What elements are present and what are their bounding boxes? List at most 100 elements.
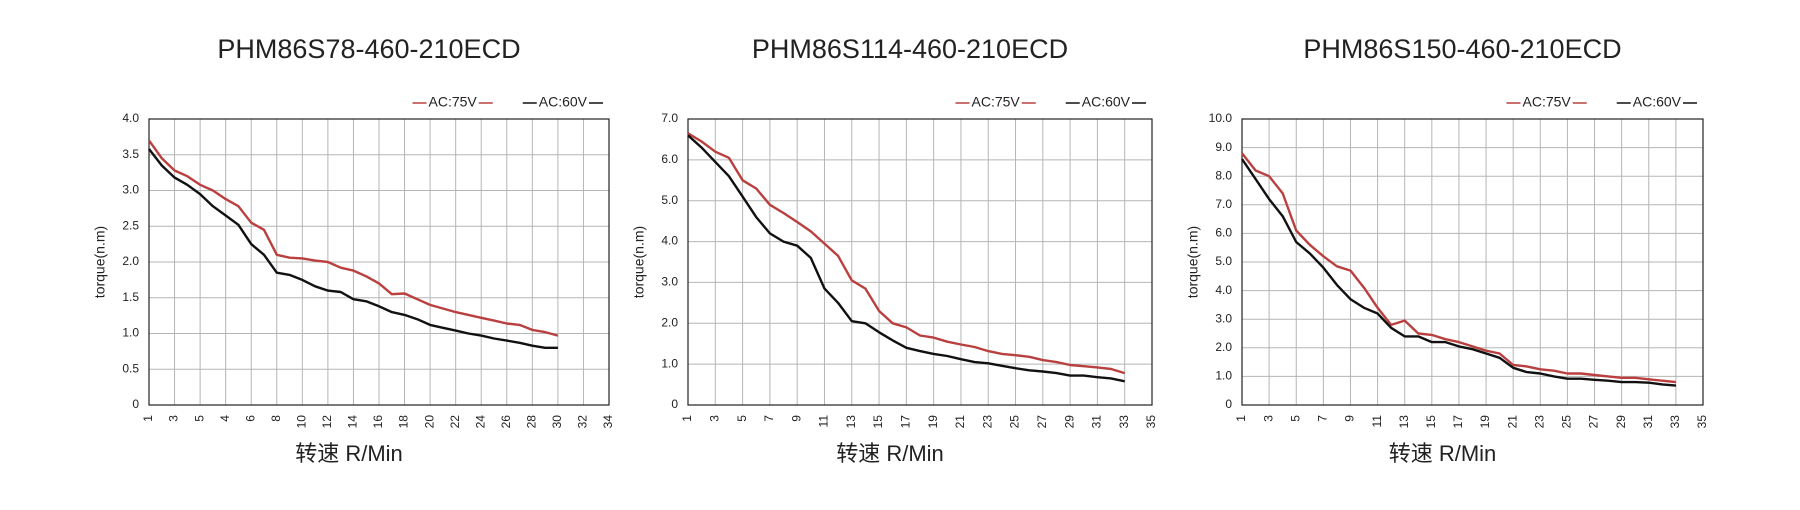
y-tick-label: 0 <box>132 397 139 411</box>
x-tick-label: 4 <box>218 415 232 422</box>
x-tick-label: 14 <box>346 415 360 429</box>
y-tick-label: 1.5 <box>122 290 139 304</box>
x-axis-label: 转速 R/Min <box>295 441 403 466</box>
x-tick-label: 9 <box>1343 415 1357 422</box>
x-tick-label: 17 <box>899 415 913 429</box>
x-tick-label: 29 <box>1614 415 1628 429</box>
x-tick-label: 5 <box>735 415 749 422</box>
y-tick-label: 2.5 <box>122 218 139 232</box>
x-tick-label: 16 <box>371 415 385 429</box>
x-tick-label: 25 <box>1008 415 1022 429</box>
x-tick-label: 7 <box>762 415 776 422</box>
x-tick-label: 12 <box>320 415 334 429</box>
x-tick-label: 19 <box>926 415 940 429</box>
x-tick-label: 35 <box>1144 415 1158 429</box>
chart-title: PHM86S78-460-210ECD <box>217 34 520 64</box>
x-axis-label: 转速 R/Min <box>836 441 944 466</box>
y-tick-label: 7.0 <box>661 111 678 125</box>
legend-label: AC:60V <box>539 94 588 110</box>
y-tick-label: 7.0 <box>1215 197 1232 211</box>
x-tick-label: 25 <box>1560 415 1574 429</box>
x-tick-label: 32 <box>576 415 590 429</box>
x-tick-label: 13 <box>1397 415 1411 429</box>
x-tick-label: 34 <box>601 415 615 429</box>
plot-frame <box>148 118 610 406</box>
x-tick-label: 15 <box>871 415 885 429</box>
x-tick-label: 27 <box>1035 415 1049 429</box>
x-tick-label: 1 <box>1234 415 1248 422</box>
y-tick-label: 0 <box>671 397 678 411</box>
x-tick-label: 23 <box>980 415 994 429</box>
y-tick-label: 0 <box>1225 397 1232 411</box>
legend-label: AC:60V <box>1633 94 1682 110</box>
y-tick-label: 9.0 <box>1215 140 1232 154</box>
y-tick-label: 6.0 <box>1215 226 1232 240</box>
x-tick-label: 3 <box>167 415 181 422</box>
x-tick-label: 18 <box>397 415 411 429</box>
x-tick-label: 6 <box>243 415 257 422</box>
x-tick-label: 22 <box>448 415 462 429</box>
x-tick-label: 3 <box>707 415 721 422</box>
data-line <box>687 132 1126 375</box>
x-tick-label: 3 <box>1261 415 1275 422</box>
x-tick-label: 13 <box>844 415 858 429</box>
x-tick-label: 21 <box>1505 415 1519 429</box>
data-line <box>1241 152 1677 384</box>
plot-frame <box>687 118 1153 406</box>
y-tick-label: 4.0 <box>661 234 678 248</box>
data-line <box>1241 158 1677 387</box>
y-tick-label: 3.0 <box>122 183 139 197</box>
y-tick-label: 5.0 <box>1215 254 1232 268</box>
legend-label: AC:75V <box>972 94 1021 110</box>
x-tick-label: 1 <box>141 415 155 422</box>
x-tick-label: 7 <box>1316 415 1330 422</box>
y-tick-label: 2.0 <box>661 315 678 329</box>
y-tick-label: 2.0 <box>122 254 139 268</box>
y-tick-label: 3.0 <box>661 275 678 289</box>
y-tick-label: 1.0 <box>661 356 678 370</box>
plot-frame <box>1241 118 1704 406</box>
x-tick-label: 29 <box>1062 415 1076 429</box>
legend-label: AC:75V <box>429 94 478 110</box>
legend-label: AC:75V <box>1523 94 1572 110</box>
x-tick-label: 31 <box>1641 415 1655 429</box>
x-axis-label: 转速 R/Min <box>1389 441 1497 466</box>
chart-title: PHM86S150-460-210ECD <box>1303 34 1621 64</box>
y-axis-label: torque(n.m) <box>1185 226 1201 298</box>
x-tick-label: 5 <box>1288 415 1302 422</box>
x-tick-label: 35 <box>1695 415 1709 429</box>
x-tick-label: 28 <box>525 415 539 429</box>
y-axis-label: torque(n.m) <box>92 226 108 298</box>
x-tick-label: 9 <box>789 415 803 422</box>
data-line <box>148 148 558 349</box>
x-tick-label: 21 <box>953 415 967 429</box>
x-tick-label: 11 <box>817 415 831 428</box>
x-tick-label: 23 <box>1532 415 1546 429</box>
y-tick-label: 10.0 <box>1209 111 1233 125</box>
y-tick-label: 1.0 <box>122 326 139 340</box>
x-tick-label: 15 <box>1424 415 1438 429</box>
x-tick-label: 30 <box>550 415 564 429</box>
data-line <box>148 139 559 337</box>
y-tick-label: 0.5 <box>122 361 139 375</box>
x-tick-label: 19 <box>1478 415 1492 429</box>
y-tick-label: 4.0 <box>1215 283 1232 297</box>
legend-label: AC:60V <box>1082 94 1131 110</box>
x-tick-label: 1 <box>680 415 694 422</box>
y-tick-label: 1.0 <box>1215 369 1232 383</box>
x-tick-label: 20 <box>422 415 436 429</box>
y-tick-label: 5.0 <box>661 193 678 207</box>
chart-title: PHM86S114-460-210ECD <box>752 34 1068 64</box>
x-tick-label: 10 <box>295 415 309 429</box>
y-tick-label: 2.0 <box>1215 340 1232 354</box>
x-tick-label: 33 <box>1668 415 1682 429</box>
x-tick-label: 17 <box>1451 415 1465 429</box>
y-tick-label: 3.5 <box>122 147 139 161</box>
x-tick-label: 27 <box>1587 415 1601 429</box>
y-tick-label: 3.0 <box>1215 311 1232 325</box>
x-tick-label: 33 <box>1117 415 1131 429</box>
y-tick-label: 6.0 <box>661 152 678 166</box>
x-tick-label: 8 <box>269 415 283 422</box>
y-axis-label: torque(n.m) <box>631 226 647 298</box>
